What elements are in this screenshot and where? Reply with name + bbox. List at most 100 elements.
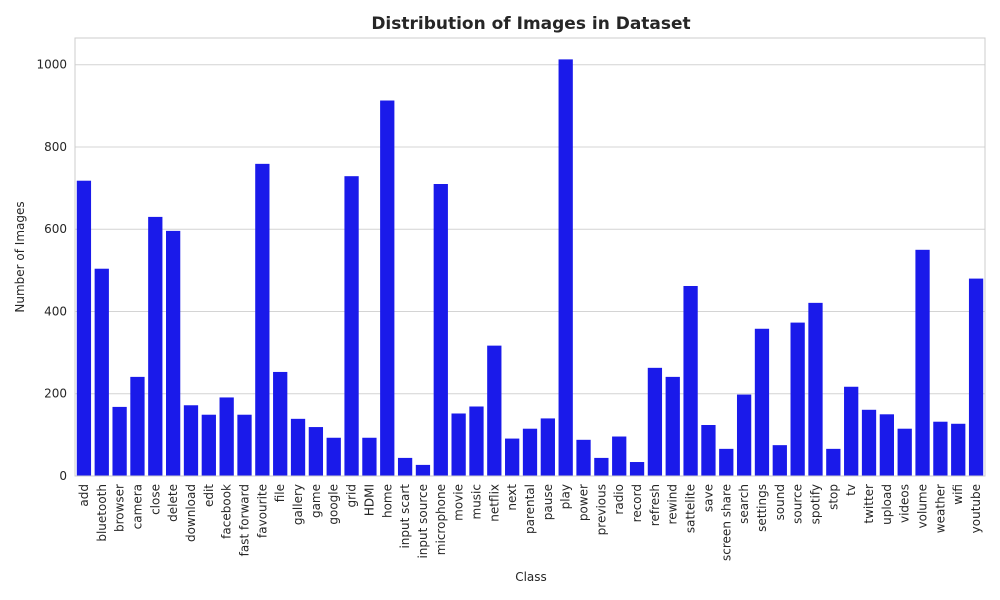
- bar-save: [701, 425, 716, 476]
- x-tick-label: gallery: [291, 484, 305, 525]
- x-tick-label: videos: [898, 484, 912, 523]
- x-tick-label: tv: [844, 484, 858, 496]
- x-tick-label: previous: [594, 484, 608, 535]
- x-tick-label: delete: [166, 484, 180, 522]
- x-tick-label: save: [701, 484, 715, 512]
- x-tick-label: settings: [755, 484, 769, 532]
- bar-youtube: [968, 278, 984, 476]
- bar-browser: [112, 406, 127, 476]
- bar-camera: [130, 376, 145, 476]
- chart-title: Distribution of Images in Dataset: [371, 14, 690, 34]
- x-tick-label: twitter: [862, 484, 876, 524]
- x-tick-label: sattelite: [684, 484, 698, 533]
- x-tick-label: input source: [416, 484, 430, 559]
- bar-weather: [933, 421, 948, 476]
- bar-tv: [844, 386, 859, 476]
- x-tick-label: youtube: [969, 484, 983, 533]
- x-tick-label: music: [469, 484, 483, 519]
- bar-edit: [201, 414, 216, 476]
- x-tick-label: sound: [773, 484, 787, 520]
- x-tick-label: add: [77, 484, 91, 507]
- x-tick-label: parental: [523, 484, 537, 534]
- x-tick-label: bluetooth: [95, 484, 109, 542]
- bar-next: [505, 438, 520, 476]
- x-tick-label: radio: [612, 484, 626, 515]
- bar-microphone: [433, 184, 448, 476]
- bar-input-source: [415, 464, 431, 476]
- x-tick-label: stop: [826, 484, 840, 510]
- bar-input-scart: [397, 457, 413, 476]
- y-axis-label: Number of Images: [13, 201, 27, 312]
- x-tick-label: input scart: [398, 484, 412, 549]
- x-tick-label: upload: [880, 484, 894, 525]
- bar-spotify: [808, 302, 823, 476]
- x-tick-label: search: [737, 484, 751, 524]
- bar-home: [380, 100, 395, 477]
- x-tick-label: download: [184, 484, 198, 542]
- x-axis-label: Class: [515, 570, 547, 584]
- bar-previous: [594, 457, 609, 476]
- x-tick-labels: add bluetooth browser camera close delete down…: [77, 484, 983, 561]
- x-tick-label: camera: [130, 484, 144, 529]
- bar-screen-share: [719, 448, 734, 476]
- bar-volume: [915, 249, 930, 476]
- bar-favourite: [255, 163, 270, 476]
- bar-netflix: [487, 345, 502, 476]
- x-tick-label: movie: [452, 484, 466, 521]
- bar-google: [326, 437, 341, 476]
- bar-power: [576, 439, 591, 476]
- y-tick-label: 400: [44, 304, 67, 318]
- bar-bluetooth: [94, 268, 109, 476]
- bar-source: [790, 322, 805, 476]
- bar-record: [629, 462, 645, 476]
- x-tick-label: browser: [113, 484, 127, 532]
- bars: [76, 59, 984, 477]
- bar-upload: [879, 414, 894, 476]
- bar-gallery: [290, 418, 306, 476]
- y-tick-label: 800: [44, 140, 67, 154]
- x-tick-label: favourite: [255, 484, 269, 538]
- x-tick-label: power: [577, 484, 591, 521]
- x-tick-label: pause: [541, 484, 555, 520]
- bar-sattelite: [683, 285, 698, 476]
- x-tick-label: record: [630, 484, 644, 522]
- bar-videos: [897, 428, 912, 476]
- x-tick-label: spotify: [808, 484, 822, 524]
- bar-stop: [826, 448, 841, 476]
- bar-fast-forward: [237, 414, 252, 476]
- x-tick-label: screen share: [719, 484, 733, 561]
- bar-grid: [344, 176, 359, 476]
- x-tick-label: volume: [916, 484, 930, 528]
- y-tick-label: 200: [44, 387, 67, 401]
- bar-hdmi: [362, 437, 377, 476]
- bar-refresh: [647, 367, 663, 476]
- bar-play: [558, 59, 573, 476]
- bar-delete: [166, 230, 181, 476]
- x-tick-label: facebook: [220, 484, 234, 539]
- x-tick-label: home: [380, 484, 394, 518]
- y-tick-label: 600: [44, 222, 67, 236]
- x-tick-label: wifi: [951, 484, 965, 505]
- x-tick-label: HDMI: [362, 484, 376, 516]
- x-tick-label: file: [273, 484, 287, 502]
- bar-search: [736, 394, 752, 476]
- x-tick-label: play: [559, 484, 573, 509]
- bar-add: [76, 180, 92, 477]
- x-tick-label: fast forward: [238, 484, 252, 556]
- x-tick-label: weather: [933, 484, 947, 533]
- y-tick-label: 0: [59, 469, 67, 483]
- x-tick-label: google: [327, 484, 341, 525]
- bar-twitter: [861, 409, 877, 476]
- y-tick-labels: 0 200 400 600 800 1000: [36, 58, 67, 483]
- bar-facebook: [219, 397, 234, 476]
- axes-frame: [74, 37, 986, 477]
- x-tick-label: game: [309, 484, 323, 518]
- x-tick-label: rewind: [666, 484, 680, 524]
- bar-music: [469, 406, 484, 476]
- bar-movie: [451, 413, 466, 476]
- x-tick-label: source: [791, 484, 805, 524]
- bar-file: [273, 371, 288, 476]
- bar-wifi: [951, 423, 966, 476]
- x-tick-label: netflix: [487, 484, 501, 522]
